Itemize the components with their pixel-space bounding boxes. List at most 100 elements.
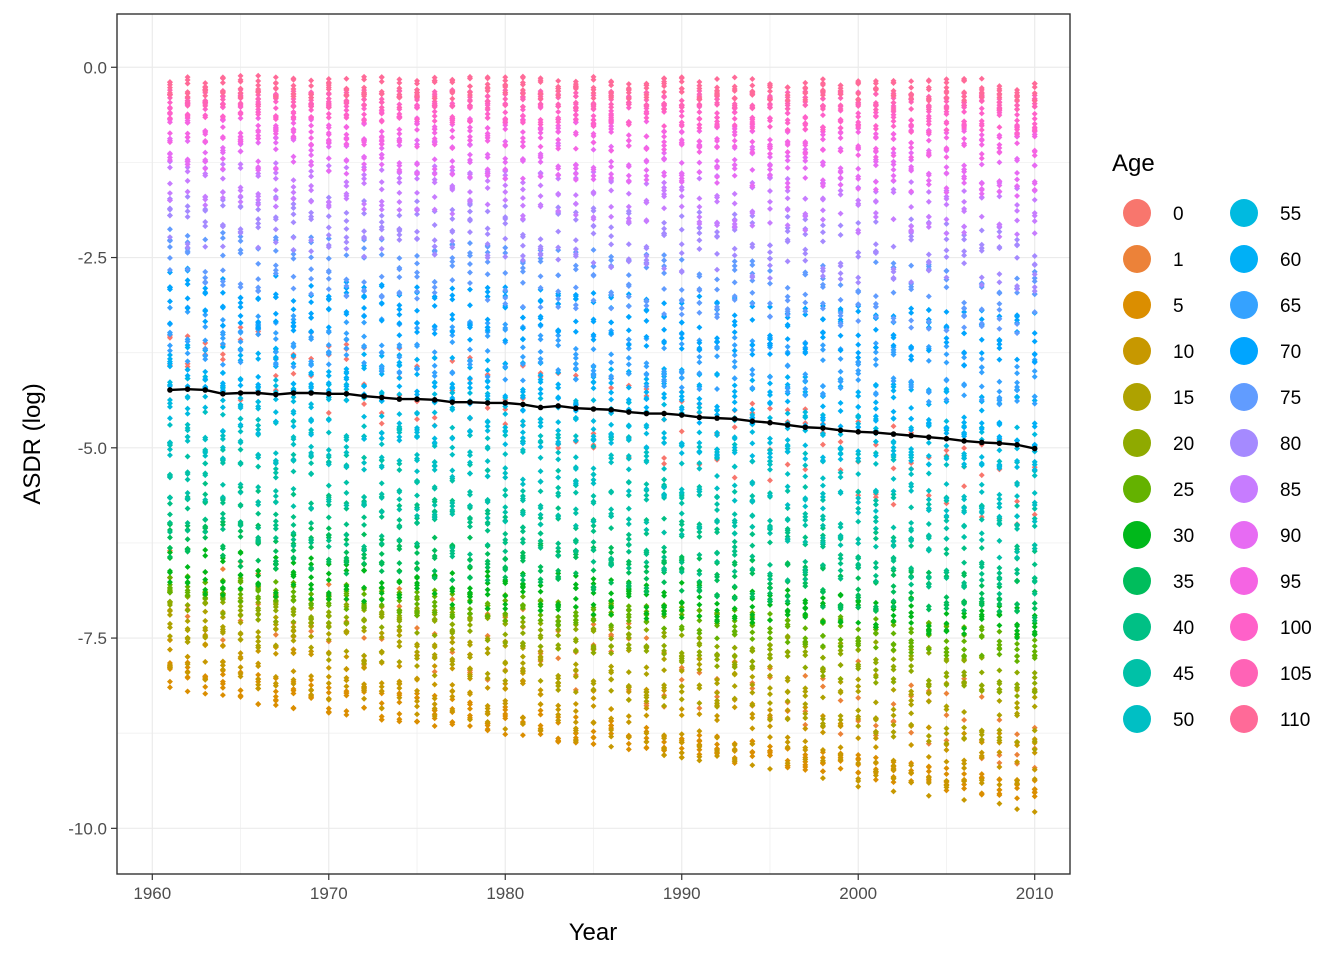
data-point-age-70 (184, 281, 191, 288)
data-point-age-60 (184, 372, 191, 379)
data-point-age-55 (166, 403, 173, 410)
data-point-age-45 (184, 476, 191, 483)
data-point-age-75 (166, 243, 173, 250)
data-point-age-90 (202, 149, 209, 156)
data-point-age-60 (202, 368, 209, 375)
data-point-age-55 (202, 393, 209, 400)
data-point-age-65 (184, 358, 191, 365)
data-point-age-45 (184, 471, 191, 477)
data-point-age-80 (202, 223, 209, 230)
data-point-age-0 (166, 334, 173, 341)
data-point-age-50 (184, 437, 191, 444)
data-point-age-75 (184, 232, 191, 239)
data-point-age-0 (219, 351, 226, 358)
data-point-age-75 (202, 279, 209, 286)
data-point-age-80 (202, 243, 209, 250)
data-point-age-0 (219, 356, 226, 363)
data-point-age-40 (166, 500, 173, 507)
data-point-age-90 (184, 156, 191, 163)
data-point-age-50 (202, 452, 209, 459)
data-point-age-85 (184, 188, 191, 195)
data-point-age-75 (202, 268, 209, 275)
data-point-age-90 (166, 157, 173, 164)
data-point-age-40 (202, 491, 209, 498)
data-point-age-50 (166, 439, 173, 446)
data-point-age-80 (184, 203, 191, 210)
data-point-age-70 (184, 295, 191, 302)
data-point-age-55 (184, 393, 191, 400)
data-point-age-80 (166, 212, 173, 219)
data-point-age-85 (202, 202, 209, 209)
data-point-age-85 (166, 197, 173, 204)
data-point-age-75 (184, 266, 191, 273)
data-point-age-60 (166, 360, 173, 367)
data-point-age-80 (184, 244, 191, 251)
data-point-age-75 (166, 226, 173, 233)
data-point-age-75 (202, 236, 209, 243)
data-point-age-60 (184, 342, 191, 349)
data-point-age-75 (166, 237, 173, 244)
data-point-age-65 (166, 347, 173, 354)
data-point-age-85 (166, 180, 173, 187)
data-point-age-80 (184, 213, 191, 220)
data-point-age-90 (184, 138, 191, 145)
data-point-age-50 (184, 433, 191, 440)
data-point-age-70 (166, 284, 173, 291)
data-point-age-45 (202, 472, 209, 479)
data-point-age-50 (202, 448, 209, 455)
data-point-age-50 (202, 434, 209, 441)
data-point-age-80 (202, 218, 209, 225)
data-point-age-95 (184, 130, 191, 137)
data-point-age-90 (202, 165, 209, 172)
data-point-age-75 (166, 266, 173, 273)
data-point-age-85 (166, 164, 173, 171)
data-point-age-55 (184, 405, 191, 412)
data-point-age-65 (166, 329, 173, 336)
data-point-age-55 (166, 379, 173, 386)
data-point-age-40 (202, 480, 209, 487)
data-point-age-95 (202, 138, 209, 145)
data-point-age-70 (202, 290, 209, 297)
data-point-age-85 (202, 193, 209, 200)
data-point-age-65 (166, 342, 173, 349)
data-point-age-80 (184, 208, 191, 215)
data-point-age-50 (166, 446, 173, 453)
data-point-age-85 (184, 168, 191, 175)
data-point-age-45 (166, 471, 173, 478)
data-point-age-50 (184, 421, 191, 428)
data-point-age-45 (202, 496, 209, 503)
data-point-age-90 (202, 156, 209, 163)
data-point-age-65 (202, 323, 209, 330)
data-point-age-65 (202, 311, 209, 318)
data-point-age-65 (184, 308, 191, 315)
data-point-age-40 (184, 505, 191, 512)
data-point-age-80 (166, 234, 173, 241)
data-point-age-60 (166, 383, 173, 389)
data-point-age-50 (184, 427, 191, 434)
data-point-age-65 (202, 337, 209, 344)
data-point-age-45 (184, 490, 191, 496)
data-point-age-55 (202, 404, 209, 411)
data-point-age-70 (184, 277, 191, 284)
data-point-age-65 (166, 304, 173, 311)
data-point-age-70 (166, 298, 173, 305)
data-point-age-65 (184, 350, 191, 357)
data-point-age-65 (184, 338, 191, 345)
data-point-age-90 (184, 161, 191, 168)
data-point-age-0 (184, 333, 191, 340)
data-point-age-45 (202, 460, 209, 467)
data-point-age-75 (202, 274, 209, 281)
data-point-age-50 (166, 452, 173, 459)
data-point-age-55 (166, 396, 173, 403)
data-point-age-95 (166, 139, 173, 146)
data-point-age-55 (184, 410, 191, 417)
data-point-age-65 (202, 356, 209, 363)
data-point-age-80 (166, 205, 173, 212)
data-point-age-90 (166, 150, 173, 157)
data-point-age-70 (184, 305, 191, 312)
data-point-age-45 (166, 494, 173, 501)
data-point-age-70 (202, 308, 209, 315)
data-point-age-80 (184, 241, 191, 247)
data-point-age-55 (166, 400, 173, 407)
